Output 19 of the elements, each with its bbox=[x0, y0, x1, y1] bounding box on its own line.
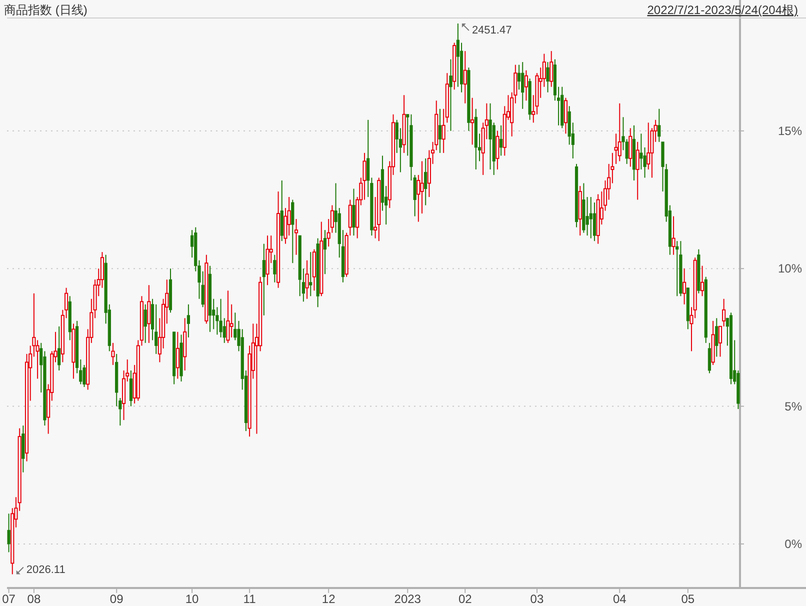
x-tick-label: 12 bbox=[322, 592, 336, 606]
x-tick-label: 09 bbox=[110, 592, 124, 606]
x-tick-label: 02 bbox=[458, 592, 472, 606]
y-tick-label: 0% bbox=[784, 536, 802, 551]
x-tick-label: 05 bbox=[681, 592, 695, 606]
x-tick-label: 08 bbox=[27, 592, 41, 606]
x-tick-label: 11 bbox=[243, 592, 256, 606]
annotation: 2451.47 bbox=[472, 24, 512, 37]
x-tick-label: 10 bbox=[185, 592, 200, 606]
x-tick-label: 04 bbox=[612, 592, 627, 606]
y-tick-label: 15% bbox=[778, 124, 802, 138]
x-tick-label: 2023 bbox=[394, 592, 422, 606]
x-tick-label: 03 bbox=[530, 592, 544, 606]
y-tick-label: 5% bbox=[784, 399, 802, 414]
subtitle: 2022/7/21-2023/5/24(204根) bbox=[647, 3, 798, 17]
y-tick-label: 10% bbox=[778, 262, 802, 276]
x-tick-label: 07 bbox=[2, 592, 16, 606]
annotation: 2026.11 bbox=[26, 564, 66, 576]
title: 商品指数 (日线) bbox=[4, 3, 88, 17]
